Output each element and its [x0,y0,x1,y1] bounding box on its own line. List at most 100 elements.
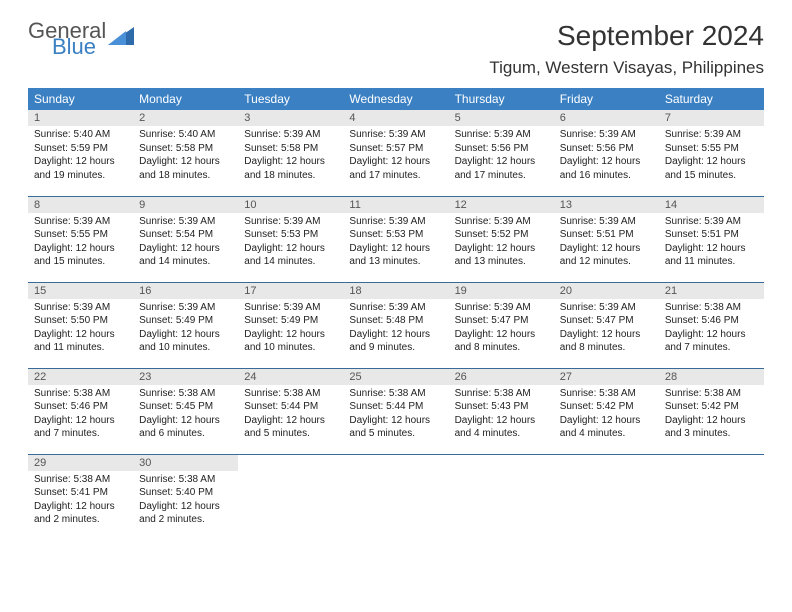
day-details: Sunrise: 5:39 AMSunset: 5:53 PMDaylight:… [343,213,448,273]
sunset-line: Sunset: 5:55 PM [665,142,758,156]
sunset-line: Sunset: 5:53 PM [244,228,337,242]
weekday-header: Tuesday [238,88,343,110]
day-details: Sunrise: 5:40 AMSunset: 5:59 PMDaylight:… [28,126,133,186]
sunset-line: Sunset: 5:56 PM [455,142,548,156]
calendar-day-cell: 13 Sunrise: 5:39 AMSunset: 5:51 PMDayligh… [554,196,659,282]
daylight-line: Daylight: 12 hours and 4 minutes. [455,414,548,441]
daylight-line: Daylight: 12 hours and 16 minutes. [560,155,653,182]
daylight-line: Daylight: 12 hours and 17 minutes. [455,155,548,182]
calendar-day-cell: 11Sunrise: 5:39 AMSunset: 5:53 PMDayligh… [343,196,448,282]
calendar-day-cell: 27Sunrise: 5:38 AMSunset: 5:42 PMDayligh… [554,368,659,454]
daylight-line: Daylight: 12 hours and 11 minutes. [665,242,758,269]
daylight-line: Daylight: 12 hours and 14 minutes. [244,242,337,269]
sunrise-line: Sunrise: 5:38 AM [349,387,442,401]
day-details: Sunrise: 5:38 AMSunset: 5:46 PMDaylight:… [28,385,133,445]
day-number: 6 [554,110,659,126]
daylight-line: Daylight: 12 hours and 5 minutes. [244,414,337,441]
daylight-line: Daylight: 12 hours and 4 minutes. [560,414,653,441]
day-number: 25 [343,369,448,385]
sunset-line: Sunset: 5:56 PM [560,142,653,156]
daylight-line: Daylight: 12 hours and 10 minutes. [139,328,232,355]
calendar-empty-cell [554,454,659,540]
sunset-line: Sunset: 5:47 PM [455,314,548,328]
day-number: 11 [343,197,448,213]
day-number: 13 [554,197,659,213]
day-details: Sunrise: 5:39 AMSunset: 5:55 PMDaylight:… [659,126,764,186]
sunset-line: Sunset: 5:42 PM [665,400,758,414]
daylight-line: Daylight: 12 hours and 3 minutes. [665,414,758,441]
day-number: 4 [343,110,448,126]
calendar-day-cell: 30 Sunrise: 5:38 AMSunset: 5:40 PMDayligh… [133,454,238,540]
daylight-line: Daylight: 12 hours and 12 minutes. [560,242,653,269]
sunrise-line: Sunrise: 5:38 AM [139,473,232,487]
calendar-day-cell: 24Sunrise: 5:38 AMSunset: 5:44 PMDayligh… [238,368,343,454]
day-number: 1 [28,110,133,126]
day-number: 9 [133,197,238,213]
sunrise-line: Sunrise: 5:38 AM [34,473,127,487]
calendar-day-cell: 4Sunrise: 5:39 AMSunset: 5:57 PMDaylight… [343,110,448,196]
day-number: 5 [449,110,554,126]
daylight-line: Daylight: 12 hours and 14 minutes. [139,242,232,269]
calendar-day-cell: 19Sunrise: 5:39 AMSunset: 5:47 PMDayligh… [449,282,554,368]
sunset-line: Sunset: 5:52 PM [455,228,548,242]
day-details: Sunrise: 5:39 AMSunset: 5:48 PMDaylight:… [343,299,448,359]
daylight-line: Daylight: 12 hours and 15 minutes. [34,242,127,269]
sunset-line: Sunset: 5:54 PM [139,228,232,242]
sunset-line: Sunset: 5:50 PM [34,314,127,328]
day-details: Sunrise: 5:39 AMSunset: 5:56 PMDaylight:… [449,126,554,186]
daylight-line: Daylight: 12 hours and 2 minutes. [139,500,232,527]
day-number: 30 [133,455,238,471]
daylight-line: Daylight: 12 hours and 5 minutes. [349,414,442,441]
sunrise-line: Sunrise: 5:38 AM [665,387,758,401]
sunrise-line: Sunrise: 5:39 AM [349,301,442,315]
sunrise-line: Sunrise: 5:39 AM [665,128,758,142]
day-number: 8 [28,197,133,213]
calendar-day-cell: 7Sunrise: 5:39 AMSunset: 5:55 PMDaylight… [659,110,764,196]
header: General Blue September 2024 Tigum, Weste… [28,20,764,78]
calendar-empty-cell [449,454,554,540]
calendar-empty-cell [659,454,764,540]
day-number: 26 [449,369,554,385]
day-details: Sunrise: 5:39 AMSunset: 5:47 PMDaylight:… [554,299,659,359]
day-number: 28 [659,369,764,385]
day-details: Sunrise: 5:38 AMSunset: 5:44 PMDaylight:… [238,385,343,445]
sunset-line: Sunset: 5:46 PM [34,400,127,414]
sunrise-line: Sunrise: 5:39 AM [560,128,653,142]
weekday-header: Monday [133,88,238,110]
month-title: September 2024 [489,20,764,52]
day-number: 29 [28,455,133,471]
calendar-body: 1Sunrise: 5:40 AMSunset: 5:59 PMDaylight… [28,110,764,540]
day-details: Sunrise: 5:38 AMSunset: 5:46 PMDaylight:… [659,299,764,359]
calendar-day-cell: 16Sunrise: 5:39 AMSunset: 5:49 PMDayligh… [133,282,238,368]
logo-text-blue: Blue [52,36,106,58]
sunset-line: Sunset: 5:40 PM [139,486,232,500]
sunrise-line: Sunrise: 5:40 AM [139,128,232,142]
day-details: Sunrise: 5:39 AMSunset: 5:52 PMDaylight:… [449,213,554,273]
calendar-day-cell: 22Sunrise: 5:38 AMSunset: 5:46 PMDayligh… [28,368,133,454]
sunrise-line: Sunrise: 5:39 AM [560,215,653,229]
weekday-header: Friday [554,88,659,110]
calendar-day-cell: 23Sunrise: 5:38 AMSunset: 5:45 PMDayligh… [133,368,238,454]
calendar-week-row: 29Sunrise: 5:38 AMSunset: 5:41 PMDayligh… [28,454,764,540]
day-number: 21 [659,283,764,299]
sunrise-line: Sunrise: 5:39 AM [139,215,232,229]
day-details: Sunrise: 5:38 AMSunset: 5:42 PMDaylight:… [659,385,764,445]
daylight-line: Daylight: 12 hours and 7 minutes. [665,328,758,355]
sunset-line: Sunset: 5:51 PM [560,228,653,242]
calendar-day-cell: 1Sunrise: 5:40 AMSunset: 5:59 PMDaylight… [28,110,133,196]
daylight-line: Daylight: 12 hours and 2 minutes. [34,500,127,527]
day-details: Sunrise: 5:39 AMSunset: 5:57 PMDaylight:… [343,126,448,186]
calendar-day-cell: 10Sunrise: 5:39 AMSunset: 5:53 PMDayligh… [238,196,343,282]
day-number: 16 [133,283,238,299]
daylight-line: Daylight: 12 hours and 9 minutes. [349,328,442,355]
day-number: 10 [238,197,343,213]
daylight-line: Daylight: 12 hours and 7 minutes. [34,414,127,441]
sunset-line: Sunset: 5:43 PM [455,400,548,414]
day-number: 3 [238,110,343,126]
calendar-day-cell: 8Sunrise: 5:39 AMSunset: 5:55 PMDaylight… [28,196,133,282]
sunset-line: Sunset: 5:49 PM [139,314,232,328]
logo: General Blue [28,20,134,58]
sunrise-line: Sunrise: 5:39 AM [34,301,127,315]
daylight-line: Daylight: 12 hours and 18 minutes. [139,155,232,182]
day-number: 14 [659,197,764,213]
